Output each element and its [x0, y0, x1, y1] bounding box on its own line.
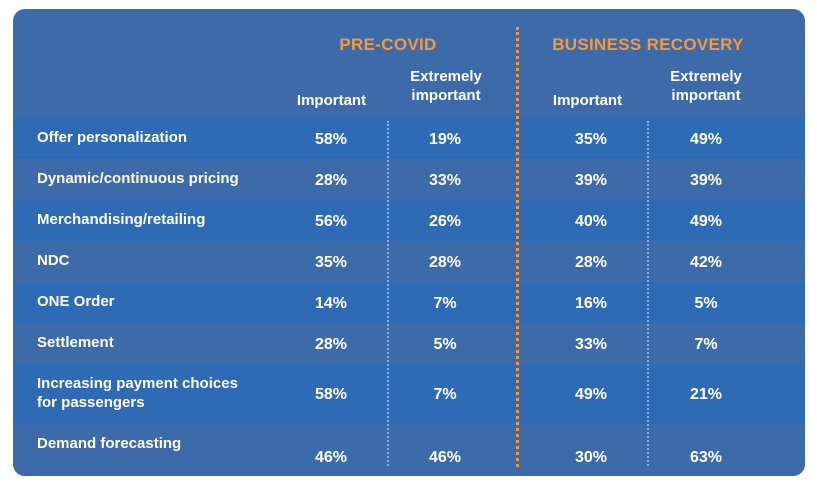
table-row: Increasing payment choices for passenger…: [13, 364, 805, 424]
col-header-recovery-important: Important: [552, 92, 623, 109]
row-label: Merchandising/retailing: [37, 211, 206, 228]
table-row: Settlement 28% 5% 33% 7%: [13, 323, 805, 364]
data-cell: 40%: [574, 212, 608, 230]
data-cell: 21%: [689, 386, 723, 403]
data-cell: 42%: [689, 253, 723, 271]
row-label: Offer personalization: [37, 129, 188, 146]
table-row: Merchandising/retailing 56% 26% 40% 49%: [13, 200, 805, 241]
divider-recovery: [647, 121, 649, 466]
data-cell: 28%: [574, 253, 608, 271]
data-cell: 49%: [574, 386, 608, 403]
data-cell: 56%: [314, 212, 348, 230]
data-cell: 33%: [428, 171, 462, 189]
row-label: Increasing payment choices for passenger…: [37, 375, 238, 411]
data-cell: 46%: [314, 449, 348, 466]
group-title-pre-covid: PRE-COVID: [339, 35, 437, 54]
table-row: Demand forecasting 46% 46% 30% 63%: [13, 424, 805, 476]
row-label: Settlement: [37, 334, 114, 351]
data-cell: 19%: [428, 130, 462, 148]
data-cell: 28%: [314, 335, 348, 353]
data-cell: 28%: [314, 171, 348, 189]
data-cell: 16%: [574, 294, 608, 312]
col-header-pre-covid-extremely-important: Extremely important: [410, 68, 482, 104]
data-cell: 63%: [689, 449, 723, 466]
data-cell: 58%: [314, 386, 348, 403]
data-cell: 28%: [428, 253, 462, 271]
data-cell: 39%: [689, 171, 723, 189]
table-row: Dynamic/continuous pricing 28% 33% 39% 39%: [13, 159, 805, 200]
row-label: Dynamic/continuous pricing: [37, 170, 239, 187]
data-cell: 14%: [314, 294, 348, 312]
data-cell: 5%: [433, 335, 457, 353]
data-cell: 5%: [694, 294, 718, 312]
data-cell: 7%: [694, 335, 718, 353]
comparison-table: PRE-COVID BUSINESS RECOVERY Important Ex…: [13, 9, 805, 476]
table-row: Offer personalization 58% 19% 35% 49%: [13, 118, 805, 159]
row-label: NDC: [37, 252, 70, 269]
data-cell: 58%: [314, 130, 348, 148]
data-cell: 26%: [428, 212, 462, 230]
row-label: ONE Order: [37, 293, 115, 310]
data-cell: 49%: [689, 130, 723, 148]
col-header-pre-covid-important: Important: [296, 92, 367, 109]
data-cell: 49%: [689, 212, 723, 230]
data-cell: 35%: [574, 130, 608, 148]
divider-groups: [516, 27, 519, 467]
divider-pre-covid: [387, 121, 389, 466]
data-cell: 7%: [433, 294, 457, 312]
row-label: Demand forecasting: [37, 435, 182, 452]
col-header-recovery-extremely-important: Extremely important: [670, 68, 742, 104]
data-cell: 46%: [428, 449, 462, 466]
data-cell: 7%: [433, 386, 457, 403]
data-cell: 30%: [574, 449, 608, 466]
data-cell: 35%: [314, 253, 348, 271]
data-cell: 33%: [574, 335, 608, 353]
data-cell: 39%: [574, 171, 608, 189]
table-row: ONE Order 14% 7% 16% 5%: [13, 282, 805, 323]
group-title-business-recovery: BUSINESS RECOVERY: [552, 35, 744, 54]
table-row: NDC 35% 28% 28% 42%: [13, 241, 805, 282]
